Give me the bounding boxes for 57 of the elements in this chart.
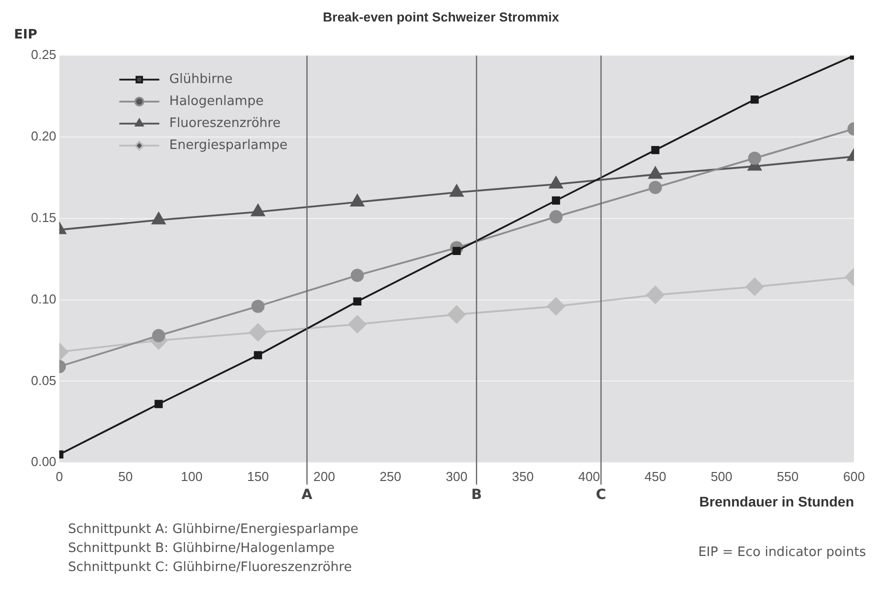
legend-label: Glühbirne [169, 72, 233, 87]
point [254, 351, 262, 360]
point [646, 286, 664, 304]
point [552, 196, 560, 205]
point [251, 300, 265, 313]
y-tick-label: 0.05 [30, 372, 56, 388]
x-tick-label: 250 [380, 468, 402, 484]
x-tick-label: 400 [578, 468, 600, 484]
ref-line-label: A [302, 487, 313, 504]
point [152, 212, 166, 224]
x-tick-label: 350 [512, 468, 534, 484]
point [750, 95, 759, 104]
x-tick-label: 450 [644, 468, 666, 484]
ref-line-label: B [471, 487, 482, 504]
y-axis-title: EIP [14, 27, 38, 42]
point [251, 204, 265, 216]
point [651, 146, 660, 154]
point [448, 305, 466, 324]
point [350, 194, 364, 206]
ref-line-label: C [596, 487, 606, 504]
chart-title: Break-even point Schweizer Strommix [322, 9, 560, 24]
point [348, 315, 366, 334]
y-tick-label: 0.15 [30, 210, 56, 225]
text: EIP = Eco indicator points [698, 545, 866, 560]
point [746, 278, 764, 296]
point [248, 323, 267, 342]
x-tick-label: 150 [247, 468, 269, 484]
y-tick-label: 0.25 [30, 47, 56, 62]
point [353, 297, 362, 306]
x-tick-label: 50 [118, 468, 133, 484]
x-tick-label: 300 [446, 468, 468, 484]
x-tick-label: 600 [843, 468, 865, 484]
point [648, 166, 662, 179]
point [450, 184, 464, 197]
x-tick-label: 100 [180, 468, 203, 484]
x-axis-title: Brenndauer in Stunden [699, 493, 854, 510]
y-tick-label: 0.20 [30, 128, 56, 144]
point [350, 268, 364, 282]
legend-label: Halogenlampe [169, 94, 264, 109]
point [748, 152, 762, 165]
point [549, 176, 563, 189]
x-tick-label: 200 [313, 468, 336, 484]
legend-label: Fluoreszenzröhre [169, 116, 281, 131]
x-tick-label: 550 [776, 468, 799, 484]
text: Schnittpunkt C: Glühbirne/Fluoreszenzröhre [68, 559, 353, 577]
point [549, 210, 563, 224]
point [154, 400, 163, 408]
point [546, 297, 565, 316]
legend-label: Energiesparlampe [169, 138, 288, 153]
text: Schnittpunkt B: Glühbirne/Halogenlampe [68, 540, 336, 558]
point [152, 329, 166, 342]
y-tick-label: 0.10 [30, 291, 56, 306]
point [648, 180, 662, 194]
text: Schnittpunkt A: Glühbirne/Energiesparlampe [68, 521, 358, 539]
y-tick-label: 0.00 [30, 454, 56, 470]
x-tick-label: 500 [710, 468, 732, 484]
x-tick-label: 0 [56, 468, 63, 484]
